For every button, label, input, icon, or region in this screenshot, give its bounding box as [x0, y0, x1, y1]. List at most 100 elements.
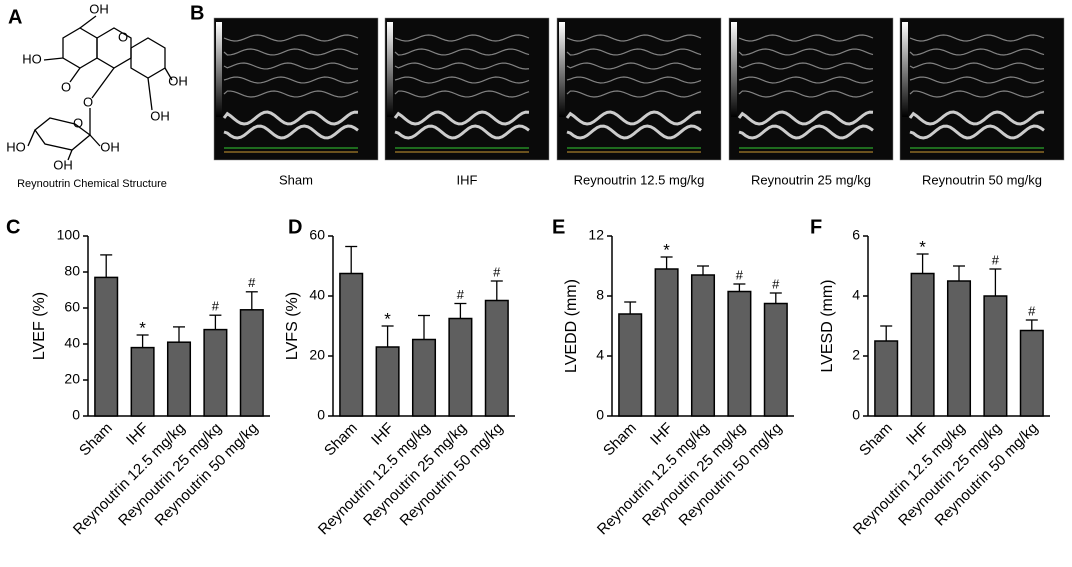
y-tick-label: 0 — [72, 407, 80, 423]
echo-trace — [565, 110, 702, 126]
echo-trace — [738, 90, 874, 98]
bar — [339, 272, 364, 417]
echo-trace — [909, 90, 1045, 98]
bar — [910, 272, 935, 417]
bar — [375, 346, 400, 417]
y-axis-label: LVEDD (mm) — [563, 279, 580, 373]
echo-trace — [394, 76, 530, 84]
x-tick-label: IHF — [368, 420, 397, 449]
echo-scale — [216, 22, 222, 117]
bar — [411, 338, 437, 417]
echo-trace — [223, 90, 359, 98]
echo-trace — [909, 48, 1045, 56]
atom-label: HO — [22, 51, 42, 66]
echo-label: IHF — [457, 172, 478, 187]
echo-image — [899, 17, 1065, 161]
significance-marker: # — [992, 252, 1000, 267]
significance-marker: * — [139, 318, 146, 337]
significance-marker: * — [384, 309, 391, 328]
y-tick-label: 20 — [64, 371, 80, 387]
echo-trace — [223, 48, 359, 56]
y-tick-label: 6 — [852, 227, 860, 243]
echo-trace — [394, 90, 530, 98]
echo-trace — [738, 48, 874, 56]
echo-trace — [909, 124, 1045, 140]
echo-image — [728, 17, 894, 161]
echo-label: Sham — [279, 172, 313, 187]
y-tick-label: 12 — [588, 227, 604, 243]
y-tick-label: 4 — [596, 347, 604, 363]
significance-marker: * — [663, 240, 670, 259]
echo-trace — [223, 76, 359, 84]
x-tick-label: IHF — [123, 420, 152, 449]
significance-marker: # — [212, 299, 220, 314]
bar — [130, 346, 155, 417]
echo-trace — [909, 62, 1045, 70]
y-tick-label: 4 — [852, 287, 860, 303]
echo-trace — [909, 34, 1045, 42]
bar — [727, 290, 752, 417]
y-axis-label: LVEF (%) — [31, 292, 48, 360]
echo-label: Reynoutrin 25 mg/kg — [751, 172, 871, 187]
echo-trace — [566, 76, 702, 84]
echo-image — [213, 17, 379, 161]
panel-letter: A — [8, 6, 22, 28]
echo-trace — [737, 110, 874, 126]
bar — [239, 309, 264, 417]
x-tick-label: Sham — [321, 420, 361, 460]
bar — [618, 313, 643, 417]
y-tick-label: 80 — [64, 263, 80, 279]
atom-label: O — [61, 79, 71, 94]
y-tick-label: 0 — [596, 407, 604, 423]
echo-trace — [394, 34, 530, 42]
atom-label: O — [118, 29, 128, 44]
atom-label: OH — [53, 157, 73, 172]
y-tick-label: 60 — [309, 227, 325, 243]
echo-trace — [393, 110, 530, 126]
bar — [763, 302, 788, 417]
bar — [946, 280, 972, 417]
echo-trace — [394, 48, 530, 56]
echo-trace — [738, 76, 874, 84]
echo-scale — [559, 22, 565, 117]
panel-letter: C — [6, 216, 20, 238]
y-axis-label: LVFS (%) — [284, 292, 301, 360]
y-tick-label: 8 — [596, 287, 604, 303]
panel-letter: D — [288, 216, 302, 238]
echo-label: Reynoutrin 50 mg/kg — [922, 172, 1042, 187]
echo-scale — [731, 22, 737, 117]
atom-label: OH — [150, 108, 170, 123]
y-tick-label: 20 — [309, 347, 325, 363]
significance-marker: # — [457, 287, 465, 302]
echo-trace — [394, 124, 530, 140]
y-tick-label: 100 — [57, 227, 81, 243]
atom-label: OH — [168, 73, 188, 88]
y-tick-label: 40 — [64, 335, 80, 351]
echo-trace — [909, 76, 1045, 84]
structure-drawing — [27, 15, 173, 161]
panel-letter: B — [190, 2, 204, 24]
x-tick-label: IHF — [647, 420, 676, 449]
echo-trace — [566, 124, 702, 140]
y-tick-label: 0 — [852, 407, 860, 423]
y-tick-label: 0 — [317, 407, 325, 423]
echo-trace — [908, 110, 1045, 126]
echo-trace — [566, 48, 702, 56]
echo-image — [556, 17, 722, 161]
bar — [1019, 329, 1044, 417]
x-tick-label: IHF — [903, 420, 932, 449]
atom-label: O — [83, 94, 93, 109]
x-tick-label: Sham — [76, 420, 116, 460]
echo-image — [384, 17, 550, 161]
significance-marker: * — [919, 237, 926, 256]
bar — [983, 295, 1008, 417]
x-tick-label: Sham — [856, 420, 896, 460]
y-axis-label: LVESD (mm) — [819, 279, 836, 372]
structure-caption: Reynoutrin Chemical Structure — [17, 178, 167, 190]
bar — [203, 328, 228, 417]
panel-letter: F — [810, 216, 822, 238]
significance-marker: # — [1028, 303, 1036, 318]
bar — [654, 268, 679, 417]
x-tick-label: Sham — [600, 420, 640, 460]
